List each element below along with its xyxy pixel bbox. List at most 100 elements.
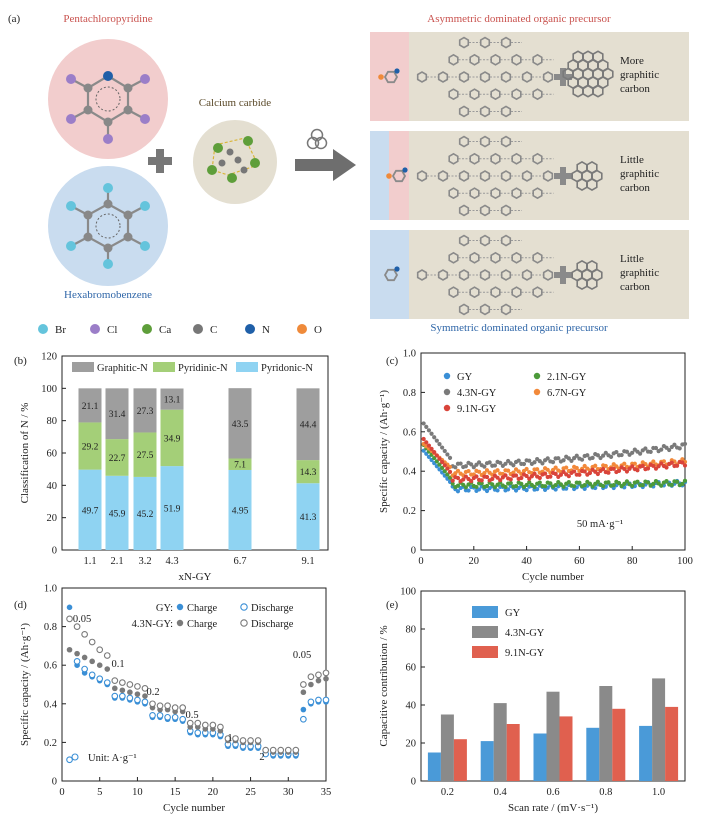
data-point [659,483,664,488]
data-point [487,460,492,465]
data-point [434,438,439,443]
data-point [194,719,202,727]
y-tick-label: 80 [406,625,417,636]
bar-data-label: 31.4 [109,410,126,420]
data-point [81,654,88,661]
legend-charge-label: Charge [187,603,217,614]
x-tick-label: 1.1 [83,556,96,567]
y-tick-label: 100 [400,587,416,598]
data-point [566,474,571,479]
bar-segment [105,439,129,476]
row-2-line-3: carbon [620,182,650,194]
legend-label: 9.1N-GY [505,648,545,659]
x-tick-label: 100 [677,556,693,567]
legend-marker [533,372,541,380]
panel-e-chart: (e) 0 20 40 60 80 100 Capacitive contribution /… [378,587,686,814]
bar [506,724,520,781]
legend-atom-label: C [210,324,217,336]
data-point [527,476,532,481]
data-point [495,468,500,473]
data-point [484,474,490,480]
data-point [503,461,508,466]
data-point [112,685,118,692]
data-point [164,713,171,721]
data-point [595,453,600,458]
data-point [421,421,426,426]
data-point [434,459,439,464]
rate-label: 0.05 [73,614,91,625]
data-point [513,484,519,489]
bar-segment [296,483,320,550]
data-point [442,469,447,474]
bar-data-label: 49.7 [82,506,99,516]
data-point [542,484,548,489]
data-point [527,480,532,485]
data-point [111,677,119,684]
legend-label: GY [505,608,521,619]
data-point [521,461,527,467]
legend-atom-n-icon [245,324,255,334]
data-point [659,461,664,466]
x-tick-label: 0 [59,787,64,798]
data-point [127,689,133,696]
legend-label: Graphitic-N [97,363,148,374]
bar-data-label: 41.3 [300,513,317,523]
data-point [667,447,672,453]
data-point [432,435,437,440]
data-point [437,456,442,461]
symmetric-precursor-title: Symmetric dominated organic precursor [430,322,608,334]
bar-data-label: 22.7 [109,454,126,464]
data-point [421,448,426,453]
bar-data-label: 4.95 [232,506,249,516]
data-point [73,623,81,630]
data-point [601,453,606,458]
data-point [553,465,558,470]
y-tick-label: 0.8 [44,622,57,633]
data-point [624,469,630,474]
data-point [532,471,537,476]
legend-atom-label: Ca [159,324,171,336]
bar-data-label: 27.5 [137,451,154,461]
legend-discharge-label: Discharge [251,603,294,614]
data-point [126,681,134,688]
data-point [553,487,558,492]
x-axis-label: Cycle number [522,571,584,583]
data-point [672,442,677,447]
data-point [81,630,88,638]
data-point [307,673,315,681]
data-point [680,460,685,465]
bar-data-label: 45.2 [137,510,154,520]
bar-data-label: 43.5 [232,420,249,430]
legend-discharge-label: Discharge [251,619,294,630]
graphitic-carbon-1-icon [562,50,614,98]
legend-prefix: 4.3N-GY: [132,619,173,630]
ball-mill-icon [306,128,328,150]
data-point [611,466,616,471]
data-point [556,456,561,461]
x-axis-label: xN-GY [179,571,212,583]
data-point [498,478,503,483]
data-point [606,470,611,475]
data-point [622,466,627,472]
data-point [66,604,73,611]
legend-discharge-marker [240,603,248,611]
legend-atom-o-icon [297,324,307,334]
bar-segment [78,422,102,470]
panel-c-chart: (c) 0 0.2 0.4 0.6 0.8 1.0 Specific capacity / (… [378,349,693,584]
data-point [476,469,482,474]
bar-data-label: 7.1 [234,461,246,471]
data-point [651,459,656,464]
x-tick-label: 40 [521,556,532,567]
bar [427,752,441,781]
bar-segment [78,469,102,550]
data-point [66,615,73,623]
bar [493,703,507,781]
legend-prefix: GY: [156,603,173,614]
data-point [682,441,688,447]
legend-atom-c-icon [193,324,203,334]
data-point [595,479,600,484]
data-point [540,461,545,466]
data-point [471,465,476,470]
data-point [88,638,96,646]
bar [480,741,494,781]
